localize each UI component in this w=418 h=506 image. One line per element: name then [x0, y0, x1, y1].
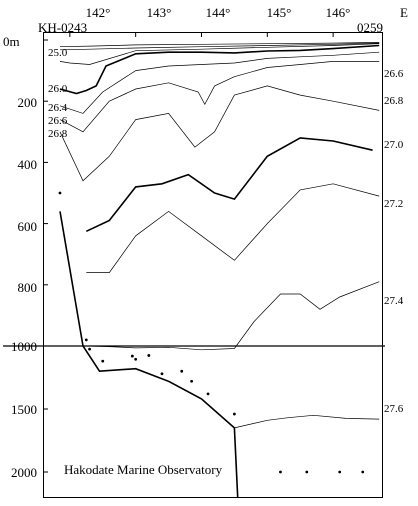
- isopycnal-27-6: [234, 414, 380, 429]
- first-station-label: KH-0243: [38, 20, 87, 35]
- contour-label-26-6: 26.6: [48, 115, 68, 127]
- sample-dot-9: [190, 379, 194, 383]
- isopycnal-lines: [59, 42, 380, 429]
- contour-label-27-2-right: 27.2: [384, 198, 403, 210]
- contour-labels-right: 26.6 26.8 27.0 27.2 27.4 27.6: [384, 68, 404, 415]
- sample-dot-1: [84, 338, 88, 342]
- contour-label-26-8-right: 26.8: [384, 95, 404, 107]
- sample-dots: [58, 191, 365, 474]
- y-tick-2000: 2000: [11, 465, 37, 480]
- contour-label-26-8: 26.8: [48, 128, 68, 140]
- sample-dot-2: [88, 347, 91, 351]
- isopycnal-26-0: [59, 44, 380, 95]
- sample-dot-6: [130, 354, 134, 358]
- sample-dot-5: [160, 372, 164, 376]
- x-tick-146: 146°: [326, 5, 351, 20]
- x-tick-142: 142°: [86, 5, 111, 20]
- isopycnal-25-4: [59, 42, 380, 51]
- last-station-label: 0259: [357, 20, 383, 35]
- contour-label-27-0-right: 27.0: [384, 139, 404, 151]
- sample-dot-3: [101, 359, 105, 363]
- credit-label: Hakodate Marine Observatory: [64, 462, 223, 477]
- y-tick-600: 600: [18, 219, 38, 234]
- isopycnal-27-2: [86, 183, 380, 273]
- y-tick-1000: 1000: [11, 339, 37, 354]
- sample-dot-15: [361, 470, 365, 474]
- sample-dot-10: [206, 392, 210, 396]
- sample-dot-12: [279, 470, 282, 474]
- sample-dot-14: [338, 470, 342, 474]
- contour-label-27-6-right: 27.6: [384, 403, 404, 415]
- y-tick-800: 800: [18, 280, 38, 295]
- isopycnal-26-4: [59, 51, 380, 114]
- y-axis: 0m 200 400 600 800 1000 1500 2000: [3, 34, 48, 480]
- y-tick-marks: [43, 39, 48, 473]
- isopycnal-25-0: [59, 42, 380, 48]
- isopycnal-27-0: [85, 137, 373, 233]
- x-axis: 142° 143° 144° 145° 146° E: [69, 5, 408, 37]
- y-tick-0: 0m: [3, 34, 20, 49]
- contour-labels-left: 25.0 26.0 26.4 26.6 26.8: [48, 47, 68, 140]
- x-tick-145: 145°: [267, 5, 292, 20]
- contour-label-27-4-right: 27.4: [384, 295, 404, 307]
- contour-label-26-4: 26.4: [48, 102, 68, 114]
- contour-label-25-0: 25.0: [48, 47, 68, 59]
- y-tick-400: 400: [18, 157, 38, 172]
- isopycnal-27-4: [86, 281, 380, 351]
- x-axis-unit-label: E: [400, 5, 408, 20]
- isopycnal-25-8: [59, 43, 380, 65]
- contour-label-26-0: 26.0: [48, 83, 68, 95]
- sample-dot-0: [58, 191, 62, 195]
- x-tick-143: 143°: [147, 5, 172, 20]
- contour-label-26-6-right: 26.6: [384, 68, 404, 80]
- isopycnal-26-6: [59, 61, 380, 133]
- sample-dot-4: [134, 357, 138, 361]
- isopycnal-26-8: [59, 85, 380, 182]
- sample-dot-13: [305, 470, 309, 474]
- seafloor-line: [59, 211, 239, 498]
- sample-dot-11: [232, 412, 236, 416]
- y-tick-1500: 1500: [11, 402, 37, 417]
- sample-dot-8: [180, 369, 184, 373]
- y-tick-200: 200: [18, 95, 38, 110]
- plot-frame: [43, 32, 383, 498]
- sample-dot-7: [147, 354, 151, 357]
- x-tick-marks: [69, 32, 334, 37]
- x-tick-144: 144°: [206, 5, 231, 20]
